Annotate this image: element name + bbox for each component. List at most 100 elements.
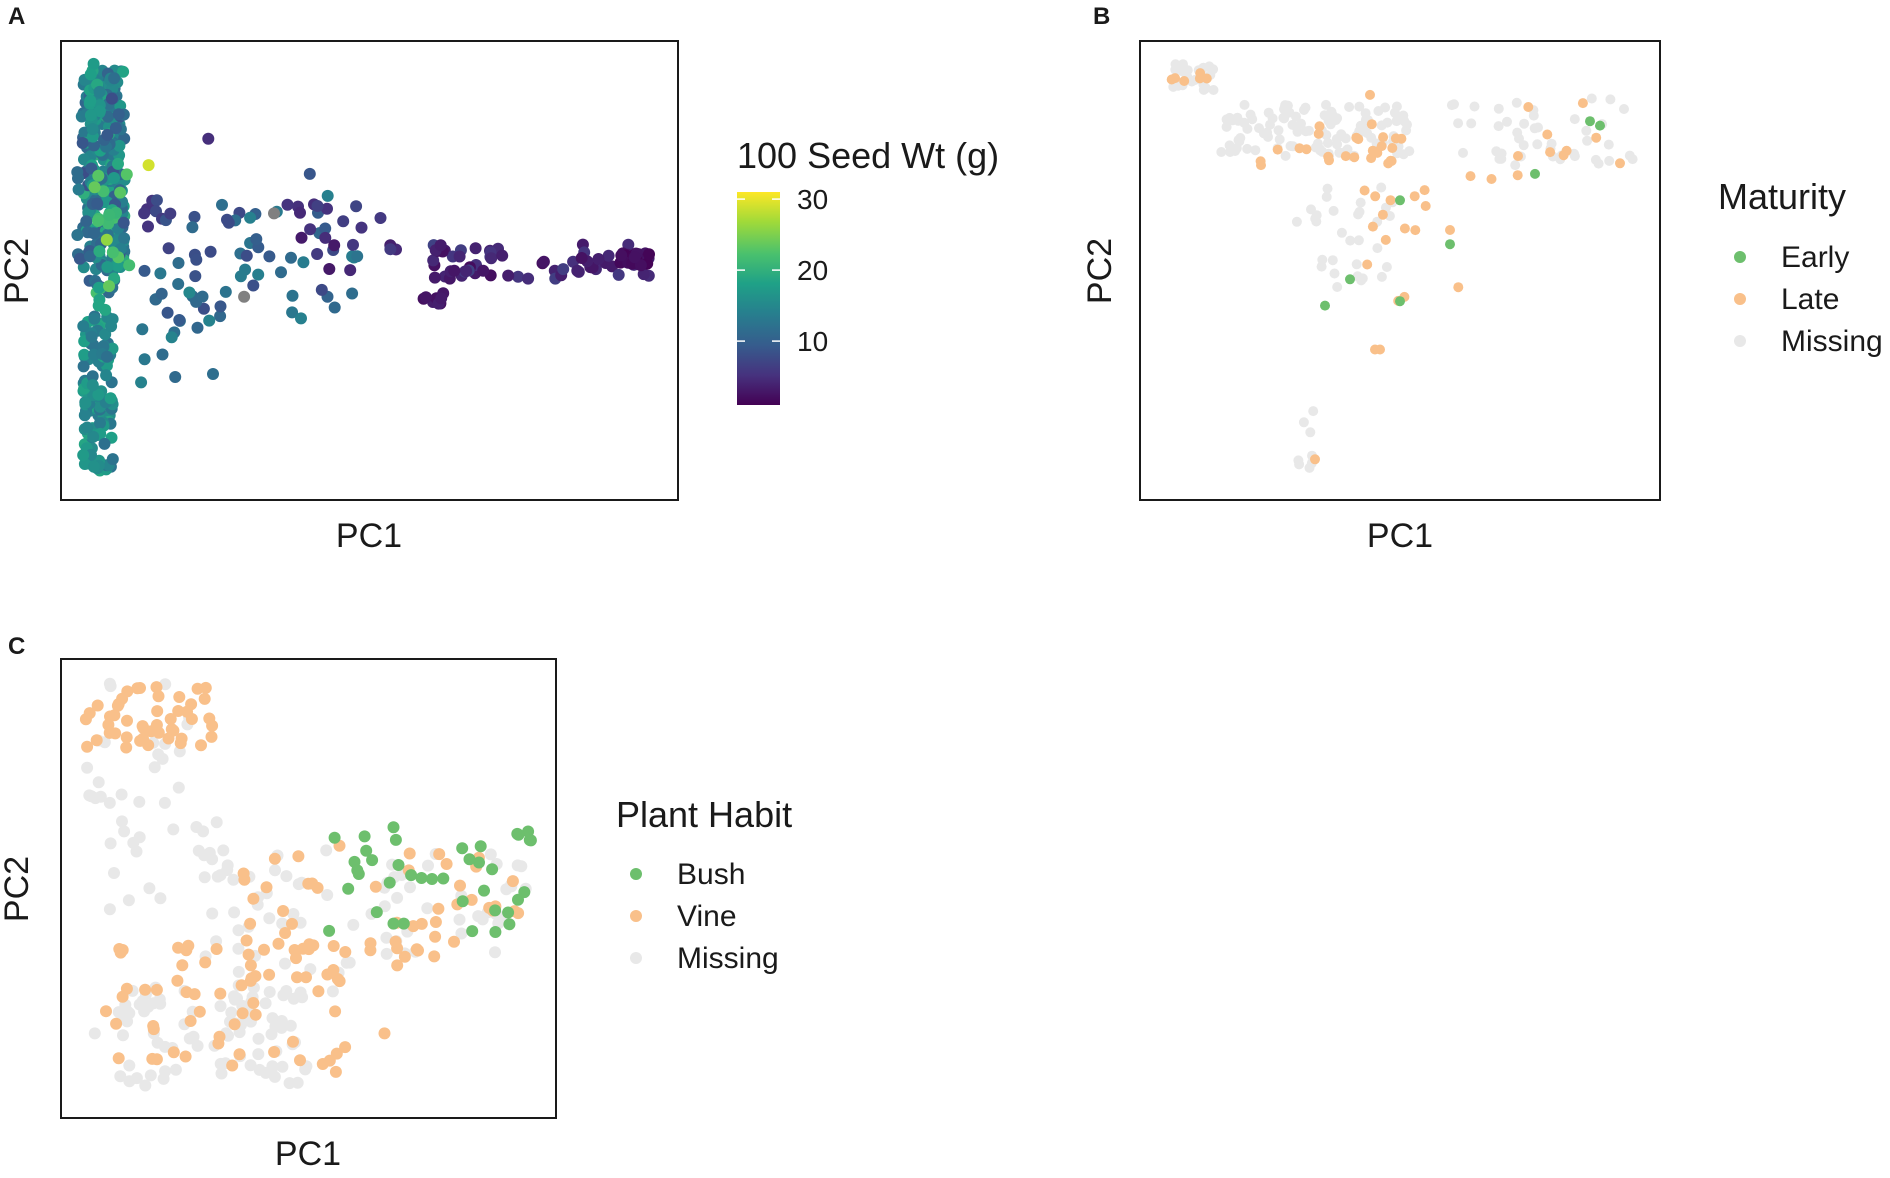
panel-c-point-vine <box>131 682 144 695</box>
panel-c-point-vine <box>440 858 453 870</box>
panel-c-point-missing <box>187 1030 200 1043</box>
panel-a-letter: A <box>8 3 25 30</box>
panel-a-point <box>88 139 101 152</box>
panel-b: B PC1 PC2 Maturity Early Late Missing <box>1081 3 1883 555</box>
panel-c-point-missing <box>81 761 94 774</box>
panel-b-point-missing <box>1250 145 1261 156</box>
panel-c-point-missing <box>151 1036 164 1049</box>
panel-b-point-missing <box>1493 121 1504 132</box>
panel-a-point <box>85 330 98 343</box>
panel-c-point-vine <box>279 927 292 939</box>
panel-a: A PC1 PC2 100 Seed Wt (g) <box>0 3 999 555</box>
panel-a-point <box>337 215 350 228</box>
panel-a-point <box>112 157 124 170</box>
panel-c-point-missing <box>259 1066 272 1079</box>
panel-c-point-bush <box>503 918 516 931</box>
panel-c-point-vine <box>184 1015 197 1027</box>
panel-c-point-missing <box>156 752 169 765</box>
panel-a-point <box>84 109 97 122</box>
panel-c-point-vine <box>233 1048 246 1061</box>
panel-c-point-vine <box>260 881 273 894</box>
panel-c-point-vine <box>339 946 352 958</box>
panel-a-point <box>109 122 122 135</box>
panel-c-point-vine <box>116 990 129 1003</box>
panel-c-point-missing <box>244 1059 257 1072</box>
panel-b-point-missing <box>1233 135 1244 146</box>
panel-c-point-vine <box>294 1054 306 1067</box>
panel-c-point-missing <box>203 846 216 859</box>
panel-c-point-bush <box>405 869 418 882</box>
panel-a-point <box>93 85 106 98</box>
panel-b-point-missing <box>1511 97 1522 108</box>
panel-c-point-vine <box>212 1037 225 1050</box>
panel-a-point <box>71 229 84 241</box>
panel-b-point-missing <box>1186 76 1197 87</box>
panel-b-point-missing <box>1328 205 1339 216</box>
panel-a-point <box>172 257 185 269</box>
panel-b-point-missing <box>1292 126 1303 137</box>
legend-b-key-early <box>1734 251 1746 263</box>
panel-c-point-missing <box>154 997 167 1010</box>
panel-a-point <box>197 302 210 315</box>
panel-c-point-missing <box>148 761 161 774</box>
panel-b-point-missing <box>1300 126 1311 137</box>
panel-c-point-bush <box>426 873 438 885</box>
panel-a-point <box>250 233 263 246</box>
panel-b-point-late <box>1545 147 1556 158</box>
panel-c-point-vine <box>199 956 212 969</box>
panel-c-point-vine <box>247 997 260 1009</box>
panel-c-point-missing <box>259 997 272 1010</box>
panel-c-point-vine <box>329 1065 342 1078</box>
panel-c-point-vine <box>268 1046 281 1058</box>
panel-c-point-vine <box>236 1007 249 1020</box>
panel-c-point-missing <box>422 859 434 872</box>
panel-a-point <box>295 231 308 244</box>
panel-c-point-vine <box>81 740 94 753</box>
panel-a-point <box>214 310 227 323</box>
panel-c-point-missing <box>118 825 131 838</box>
panel-c-point-vine <box>116 692 129 705</box>
panel-c-point-missing <box>117 1029 129 1042</box>
panel-c-point-missing <box>263 986 276 998</box>
panel-b-point-missing <box>1392 112 1403 123</box>
panel-b-point-missing <box>1344 102 1355 112</box>
panel-a-point <box>106 246 119 259</box>
panel-c-point-missing <box>172 781 185 794</box>
panel-c-point-vine <box>403 847 416 860</box>
panel-b-point-missing <box>1404 146 1415 157</box>
panel-b-point-missing <box>1510 160 1521 171</box>
panel-b-point-missing <box>1332 282 1343 292</box>
panel-b-point-missing <box>1353 235 1364 246</box>
panel-c-point-vine <box>287 1035 299 1048</box>
panel-a-point <box>165 331 178 344</box>
panel-a-point <box>104 392 117 405</box>
panel-a-missing-point <box>268 207 280 220</box>
panel-c-point-missing <box>275 1015 288 1027</box>
panel-c-point-missing <box>484 848 497 861</box>
panel-c-point-vine <box>179 1050 192 1063</box>
panel-c-point-vine <box>164 713 177 725</box>
panel-a-point <box>93 245 106 258</box>
panel-a-point <box>91 197 104 210</box>
panel-b-point-early <box>1585 116 1595 127</box>
panel-b-point-missing <box>1519 118 1530 129</box>
panel-c-point-vine <box>226 1059 239 1072</box>
panel-b-point-missing <box>1604 155 1615 166</box>
panel-a-point <box>88 181 101 194</box>
panel-c-point-vine <box>429 916 442 928</box>
panel-c-point-missing <box>380 947 393 960</box>
panel-a-point <box>244 211 257 224</box>
panel-b-point-late <box>1387 143 1398 153</box>
panel-b-point-late <box>1365 89 1375 100</box>
panel-c-point-missing <box>167 823 180 836</box>
panel-b-point-missing <box>1355 120 1366 131</box>
panel-a-point <box>76 137 89 149</box>
panel-c-point-bush <box>415 872 428 884</box>
panel-a-point <box>186 221 199 234</box>
panel-c-plot-frame <box>60 658 557 1119</box>
panel-c-point-missing <box>252 1048 265 1061</box>
panel-c-point-vine <box>432 902 445 915</box>
panel-c-point-vine <box>369 880 382 893</box>
panel-b-point-late <box>1256 160 1266 171</box>
panel-c-point-missing <box>214 1000 227 1013</box>
